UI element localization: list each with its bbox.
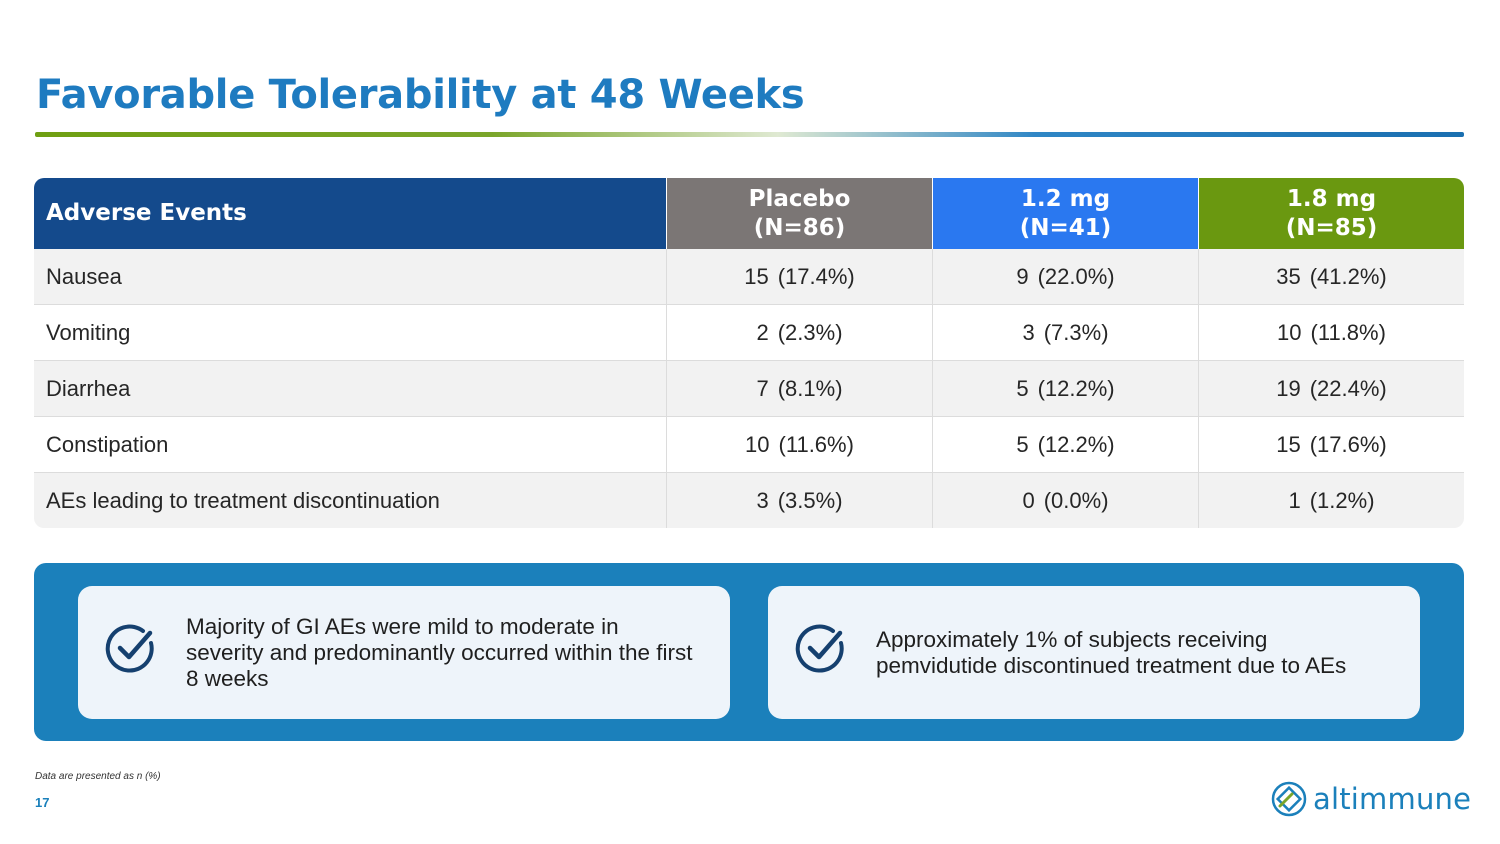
placebo-percent: (11.6%): [778, 431, 854, 457]
header-1-8-mg-n: (N=85): [1285, 214, 1378, 241]
dose-1-8-percent: (11.8%): [1310, 319, 1386, 345]
dose-1-2-percent: (7.3%): [1043, 319, 1109, 345]
table-row: Constipation 10 (11.6%) 5 (12.2%) 15 (17.6%…: [34, 417, 1464, 473]
dose-1-2-cell: 9 (22.0%): [932, 249, 1198, 305]
placebo-cell: 7 (8.1%): [666, 361, 932, 417]
dose-1-2-count: 3: [1022, 319, 1035, 345]
table-row: Diarrhea 7 (8.1%) 5 (12.2%) 19 (22.4%): [34, 361, 1464, 417]
dose-1-8-cell: 35 (41.2%): [1198, 249, 1464, 305]
table-row: Vomiting 2 (2.3%) 3 (7.3%) 10 (11.8%): [34, 305, 1464, 361]
altimmune-logo: altimmune: [1270, 780, 1471, 818]
dose-1-8-count: 10: [1277, 319, 1302, 345]
placebo-percent: (3.5%): [777, 487, 843, 513]
logo-text: altimmune: [1313, 782, 1472, 816]
slide-title: Favorable Tolerability at 48 Weeks: [36, 72, 805, 118]
page-number: 17: [35, 795, 50, 810]
placebo-cell: 3 (3.5%): [666, 473, 932, 528]
dose-1-2-count: 5: [1016, 375, 1029, 401]
dose-1-8-count: 1: [1288, 487, 1301, 513]
dose-1-8-percent: (17.6%): [1309, 431, 1387, 457]
dose-1-2-cell: 5 (12.2%): [932, 417, 1198, 473]
event-name: Vomiting: [34, 305, 666, 361]
dose-1-2-cell: 5 (12.2%): [932, 361, 1198, 417]
table-row: Nausea 15 (17.4%) 9 (22.0%) 35 (41.2%): [34, 249, 1464, 305]
event-name: Nausea: [34, 249, 666, 305]
dose-1-2-count: 5: [1016, 431, 1029, 457]
placebo-cell: 15 (17.4%): [666, 249, 932, 305]
event-name: AEs leading to treatment discontinuation: [34, 473, 666, 528]
callout-text: Approximately 1% of subjects receiving p…: [876, 626, 1347, 678]
dose-1-8-cell: 15 (17.6%): [1198, 417, 1464, 473]
header-adverse-events: Adverse Events: [34, 178, 666, 249]
dose-1-8-percent: (1.2%): [1309, 487, 1375, 513]
logo-mark-icon: [1271, 781, 1307, 817]
placebo-cell: 2 (2.3%): [666, 305, 932, 361]
dose-1-8-percent: (22.4%): [1309, 375, 1387, 401]
title-underline: [35, 132, 1464, 137]
header-placebo-n: (N=86): [753, 214, 846, 241]
key-takeaways-panel: Majority of GI AEs were mild to moderate…: [34, 563, 1464, 741]
dose-1-2-percent: (12.2%): [1037, 375, 1115, 401]
check-circle-icon: [105, 624, 154, 673]
callout-text: Majority of GI AEs were mild to moderate…: [186, 613, 693, 691]
placebo-percent: (8.1%): [777, 375, 843, 401]
callout-card: Approximately 1% of subjects receiving p…: [768, 586, 1420, 719]
header-1-2-mg-label: 1.2 mg: [1020, 185, 1111, 212]
dose-1-2-count: 9: [1016, 263, 1029, 289]
dose-1-2-cell: 0 (0.0%): [932, 473, 1198, 528]
table-row: AEs leading to treatment discontinuation…: [34, 473, 1464, 528]
dose-1-8-count: 35: [1276, 263, 1301, 289]
event-name: Diarrhea: [34, 361, 666, 417]
placebo-count: 10: [745, 431, 770, 457]
placebo-count: 7: [756, 375, 769, 401]
dose-1-8-count: 15: [1276, 431, 1301, 457]
check-circle-icon: [795, 624, 844, 673]
dose-1-8-percent: (41.2%): [1309, 263, 1387, 289]
header-placebo: Placebo (N=86): [666, 178, 932, 249]
adverse-events-table: Adverse Events Placebo (N=86) 1.2 mg (N=…: [34, 178, 1464, 528]
dose-1-8-count: 19: [1276, 375, 1301, 401]
dose-1-8-cell: 19 (22.4%): [1198, 361, 1464, 417]
header-1-2-mg: 1.2 mg (N=41): [932, 178, 1198, 249]
footnote: Data are presented as n (%): [35, 771, 161, 782]
table-header-row: Adverse Events Placebo (N=86) 1.2 mg (N=…: [34, 178, 1464, 249]
dose-1-2-count: 0: [1022, 487, 1035, 513]
placebo-count: 3: [756, 487, 769, 513]
placebo-count: 2: [756, 319, 769, 345]
header-placebo-label: Placebo: [748, 185, 851, 212]
callout-card: Majority of GI AEs were mild to moderate…: [78, 586, 730, 719]
dose-1-2-percent: (0.0%): [1043, 487, 1109, 513]
event-name: Constipation: [34, 417, 666, 473]
dose-1-8-cell: 1 (1.2%): [1198, 473, 1464, 528]
placebo-count: 15: [744, 263, 769, 289]
header-1-8-mg-label: 1.8 mg: [1286, 185, 1377, 212]
dose-1-2-cell: 3 (7.3%): [932, 305, 1198, 361]
header-1-8-mg: 1.8 mg (N=85): [1198, 178, 1464, 249]
dose-1-2-percent: (22.0%): [1037, 263, 1115, 289]
header-1-2-mg-n: (N=41): [1019, 214, 1112, 241]
dose-1-8-cell: 10 (11.8%): [1198, 305, 1464, 361]
placebo-percent: (2.3%): [777, 319, 843, 345]
dose-1-2-percent: (12.2%): [1037, 431, 1115, 457]
placebo-cell: 10 (11.6%): [666, 417, 932, 473]
placebo-percent: (17.4%): [777, 263, 855, 289]
